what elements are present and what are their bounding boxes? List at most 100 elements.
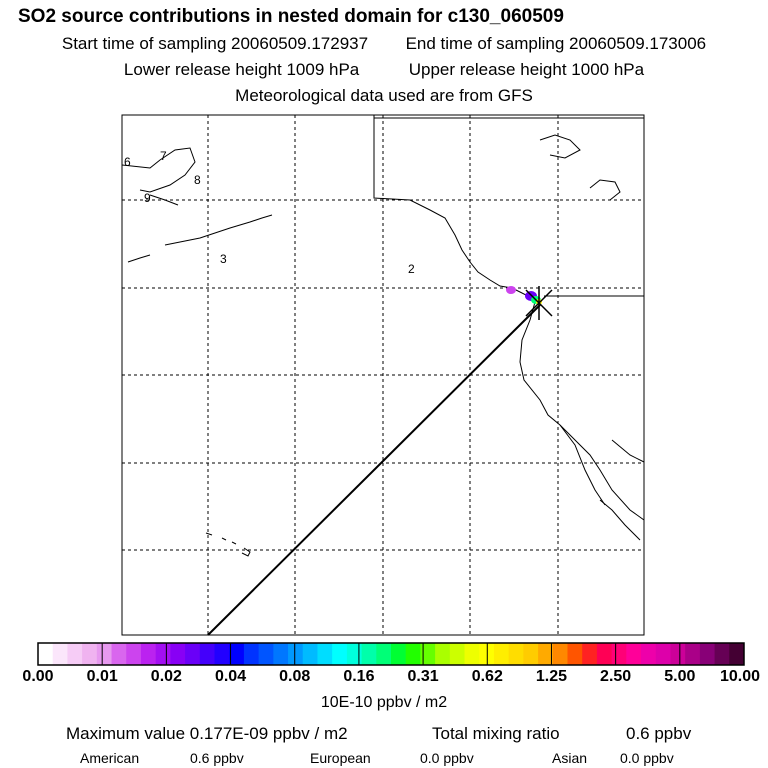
- colorbar-tick-label: 5.00: [664, 668, 696, 685]
- region-label: 6: [124, 155, 131, 169]
- aleutian-chain: [164, 214, 273, 246]
- colorbar-cell: [82, 643, 98, 665]
- sampling-times: Start time of sampling 20060509.172937 E…: [0, 34, 768, 54]
- end-time: End time of sampling 20060509.173006: [405, 34, 707, 53]
- colorbar-cell: [302, 643, 318, 665]
- colorbar-cell: [449, 643, 466, 665]
- colorbar-cell: [111, 643, 127, 665]
- total-mixing-label: Total mixing ratio: [432, 724, 560, 743]
- colorbar-tick-label: 0.16: [343, 668, 375, 685]
- colorbar-tick-label: 0.01: [86, 668, 118, 685]
- colorbar-cell: [199, 643, 215, 665]
- colorbar-cell: [214, 643, 230, 665]
- colorbar-cell: [729, 643, 745, 665]
- colorbar-cell: [611, 643, 627, 665]
- colorbar-cell: [38, 643, 54, 665]
- colorbar-cell: [464, 643, 480, 665]
- colorbar-tick-label: 0.00: [22, 668, 54, 685]
- asian-label: Asian: [552, 750, 588, 766]
- colorbar-cell: [582, 643, 598, 665]
- colorbar-cell: [641, 643, 657, 665]
- american-label: American: [80, 750, 140, 766]
- colorbar-cell: [391, 643, 407, 665]
- colorbar-cell: [185, 643, 201, 665]
- colorbar-tick-label: 0.62: [471, 668, 503, 685]
- coastlines: [121, 115, 645, 541]
- flight-track: [207, 304, 541, 636]
- colorbar-cell: [140, 643, 157, 665]
- european-value: 0.0 ppbv: [420, 750, 474, 766]
- colorbar-cell: [714, 643, 730, 665]
- colorbar-cell: [126, 643, 142, 665]
- central-america: [599, 499, 641, 541]
- colorbar-cell: [405, 643, 421, 665]
- colorbar-cell: [273, 643, 289, 665]
- colorbar-cell: [317, 643, 333, 665]
- hudson-bay: [589, 179, 621, 201]
- colorbar-tick-label: 10.00: [719, 668, 761, 685]
- total-mixing-value: 0.6 ppbv: [626, 724, 692, 743]
- colorbar-tick-label: 1.25: [535, 668, 568, 685]
- lower-height: Lower release height 1009 hPa: [123, 60, 360, 79]
- asian-value: 0.0 ppbv: [620, 750, 674, 766]
- colorbar-cell: [523, 643, 539, 665]
- release-heights: Lower release height 1009 hPa Upper rele…: [0, 60, 768, 80]
- colorbar-cell: [508, 643, 524, 665]
- pacific-coast-south: [519, 301, 645, 521]
- sampling-location-icon: [525, 286, 553, 320]
- colorbar-cell: [258, 643, 274, 665]
- met-data-note: Meteorological data used are from GFS: [235, 86, 533, 105]
- colorbar-tick-label: 0.31: [407, 668, 439, 685]
- colorbar-cell: [67, 643, 83, 665]
- european-label: European: [310, 750, 371, 766]
- maximum-value: Maximum value 0.177E-09 ppbv / m2: [66, 724, 348, 743]
- colorbar-cell: [96, 643, 113, 665]
- colorbar-cell: [229, 643, 245, 665]
- colorbar-frame: [37, 642, 745, 666]
- north-america-coast: [373, 115, 536, 303]
- alaska-peninsula: [121, 147, 196, 193]
- aleutians-fragment: [127, 254, 151, 263]
- region-labels: 6 7 8 9 3 2: [124, 149, 415, 276]
- region-label: 2: [408, 262, 415, 276]
- colorbar-tick-label: 2.50: [600, 668, 632, 685]
- hawaii-islands: [205, 532, 251, 557]
- aleutians-west: [149, 194, 179, 206]
- colorbar-cell: [288, 643, 304, 665]
- colorbar-cell: [699, 643, 716, 665]
- colorbar-cell: [670, 643, 686, 665]
- region-label: 7: [160, 149, 167, 163]
- graticule: [122, 115, 644, 635]
- colorbar-tick-label: 0.08: [279, 668, 311, 685]
- region-label: 9: [144, 191, 151, 205]
- colorbar-cell: [346, 643, 363, 665]
- baja-california: [559, 424, 606, 506]
- colorbar-cell: [170, 643, 186, 665]
- colorbar-cell: [52, 643, 68, 665]
- upper-height: Upper release height 1000 hPa: [408, 60, 645, 79]
- region-label: 8: [194, 173, 201, 187]
- colorbar-cell: [685, 643, 701, 665]
- colorbar-cell: [538, 643, 554, 665]
- hudson-coast: [539, 134, 581, 159]
- colorbar-cell: [567, 643, 583, 665]
- mexico-gulf: [611, 439, 645, 463]
- colorbar-cell: [420, 643, 436, 665]
- colorbar-unit: 10E-10 ppbv / m2: [320, 694, 448, 711]
- colorbar-cell: [596, 643, 613, 665]
- american-value: 0.6 ppbv: [190, 750, 244, 766]
- colorbar-cell: [332, 643, 348, 665]
- colorbar-cell: [155, 643, 171, 665]
- colorbar-cell: [243, 643, 260, 665]
- region-label: 3: [220, 252, 227, 266]
- page-title: SO2 source contributions in nested domai…: [18, 6, 564, 27]
- start-time: Start time of sampling 20060509.172937: [61, 34, 369, 53]
- colorbar-cell: [493, 643, 510, 665]
- colorbar-cell: [376, 643, 392, 665]
- colorbar-cell: [435, 643, 451, 665]
- colorbar-cell: [361, 643, 377, 665]
- colorbar-cell: [655, 643, 671, 665]
- colorbar-cell: [626, 643, 642, 665]
